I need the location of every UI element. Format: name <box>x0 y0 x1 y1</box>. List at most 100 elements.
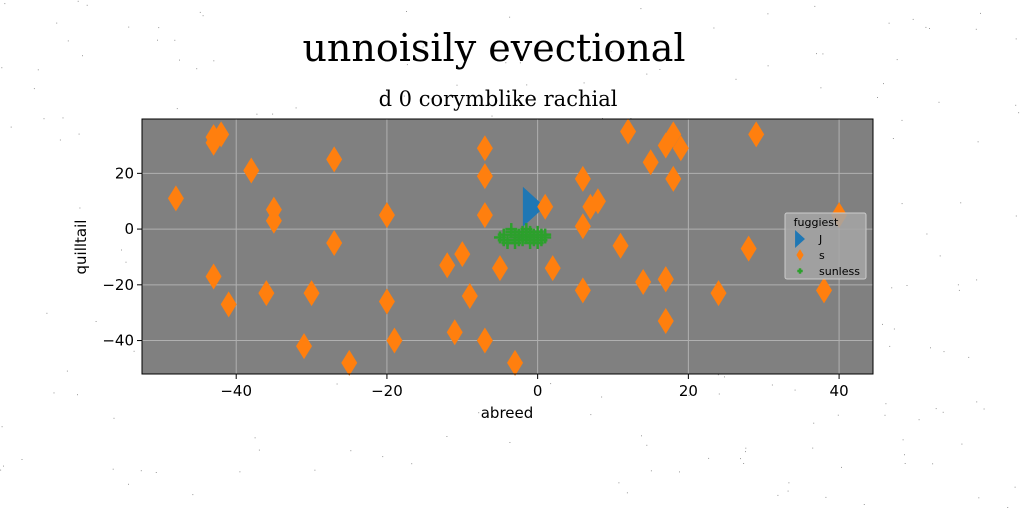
speckle-dot <box>1015 215 1017 217</box>
point-s <box>491 255 508 282</box>
x-tick-label: −20 <box>371 382 403 400</box>
speckle-dot <box>95 321 97 322</box>
speckle-dot <box>957 284 959 286</box>
point-s <box>454 241 471 268</box>
speckle-dot <box>925 26 927 28</box>
legend-title: fuggiest <box>794 216 839 229</box>
speckle-dot <box>926 233 928 235</box>
speckle-dot <box>893 328 895 330</box>
speckle-dot <box>975 28 977 30</box>
point-s <box>378 288 395 315</box>
speckle-dot <box>901 119 903 121</box>
speckle-dot <box>882 323 883 325</box>
point-s <box>476 327 493 354</box>
speckle-dot <box>519 62 521 64</box>
speckle-dot <box>46 312 48 314</box>
chart-subtitle: d 0 corymblike rachial <box>379 87 618 111</box>
speckle-dot <box>906 285 908 286</box>
speckle-dot <box>883 83 884 85</box>
point-s <box>537 193 554 220</box>
point-j <box>522 186 545 227</box>
point-s <box>544 255 561 282</box>
speckle-dot <box>86 4 88 6</box>
point-s <box>258 280 275 307</box>
y-tick-label: 20 <box>115 164 134 182</box>
legend-marker-j <box>795 230 805 248</box>
speckle-dot <box>788 482 790 484</box>
speckle-dot <box>382 456 384 458</box>
speckle-dot <box>626 492 628 494</box>
speckle-dot <box>980 12 981 14</box>
point-s <box>574 277 591 304</box>
speckle-dot <box>935 408 937 410</box>
legend-box <box>784 212 867 280</box>
speckle-dot <box>202 15 204 17</box>
speckle-dot <box>4 3 6 5</box>
speckle-dot <box>718 393 720 395</box>
legend-marker-s <box>796 249 804 261</box>
point-sunless <box>520 223 533 236</box>
point-s <box>657 308 674 335</box>
axis-ticks: −40 −20 0 20 40 −40 −20 0 20 <box>102 164 848 400</box>
speckle-dot <box>509 442 511 443</box>
legend-label-sunless: sunless <box>819 265 860 278</box>
speckle-dot <box>478 412 480 414</box>
speckle-dot <box>767 13 769 15</box>
point-s <box>748 121 765 148</box>
point-s <box>476 135 493 162</box>
speckle-dot <box>942 411 944 413</box>
speckle-dot <box>406 64 408 66</box>
point-s <box>326 230 343 257</box>
x-tick-label: 20 <box>679 382 698 400</box>
point-s <box>341 349 358 376</box>
speckle-dot <box>196 68 198 70</box>
speckle-dot <box>976 401 978 403</box>
speckle-dot <box>583 82 585 84</box>
point-s <box>642 149 659 176</box>
speckle-dot <box>43 118 45 120</box>
speckle-dot <box>841 466 842 468</box>
point-s <box>574 213 591 240</box>
speckle-dot <box>174 39 176 41</box>
speckle-dot <box>128 26 130 28</box>
speckle-dot <box>904 463 906 464</box>
point-s <box>665 121 682 148</box>
speckle-dot <box>411 463 413 465</box>
speckle-dot <box>777 494 779 496</box>
y-tick-label: −40 <box>102 332 134 350</box>
point-s <box>167 185 184 212</box>
speckle-dot <box>62 117 64 119</box>
speckle-dot <box>0 469 2 471</box>
speckle-dot <box>863 504 865 505</box>
speckle-dot <box>837 414 839 416</box>
speckle-dot <box>888 22 890 24</box>
speckle-dot <box>939 255 941 257</box>
speckle-dot <box>176 108 178 110</box>
speckle-dot <box>961 443 963 445</box>
speckle-dot <box>430 98 432 100</box>
speckle-dot <box>794 389 796 391</box>
speckle-dot <box>650 470 652 472</box>
speckle-dot <box>978 497 980 499</box>
speckle-dot <box>406 11 407 12</box>
speckle-dot <box>679 471 680 473</box>
speckle-dot <box>199 11 201 13</box>
point-s <box>205 263 222 290</box>
speckle-dot <box>336 383 338 385</box>
point-s <box>710 280 727 307</box>
point-s <box>243 157 260 184</box>
point-s <box>672 135 689 162</box>
speckle-dot <box>641 435 642 437</box>
speckle-dot <box>53 392 55 394</box>
speckle-dot <box>713 27 715 29</box>
speckle-dot <box>66 370 68 372</box>
point-s <box>635 269 652 296</box>
speckle-dot <box>1015 38 1017 40</box>
speckle-dot <box>77 394 78 396</box>
speckle-dot <box>938 101 940 103</box>
point-s <box>665 165 682 192</box>
speckle-dot <box>968 356 970 358</box>
speckle-dot <box>21 459 23 460</box>
speckle-dot <box>128 483 129 485</box>
